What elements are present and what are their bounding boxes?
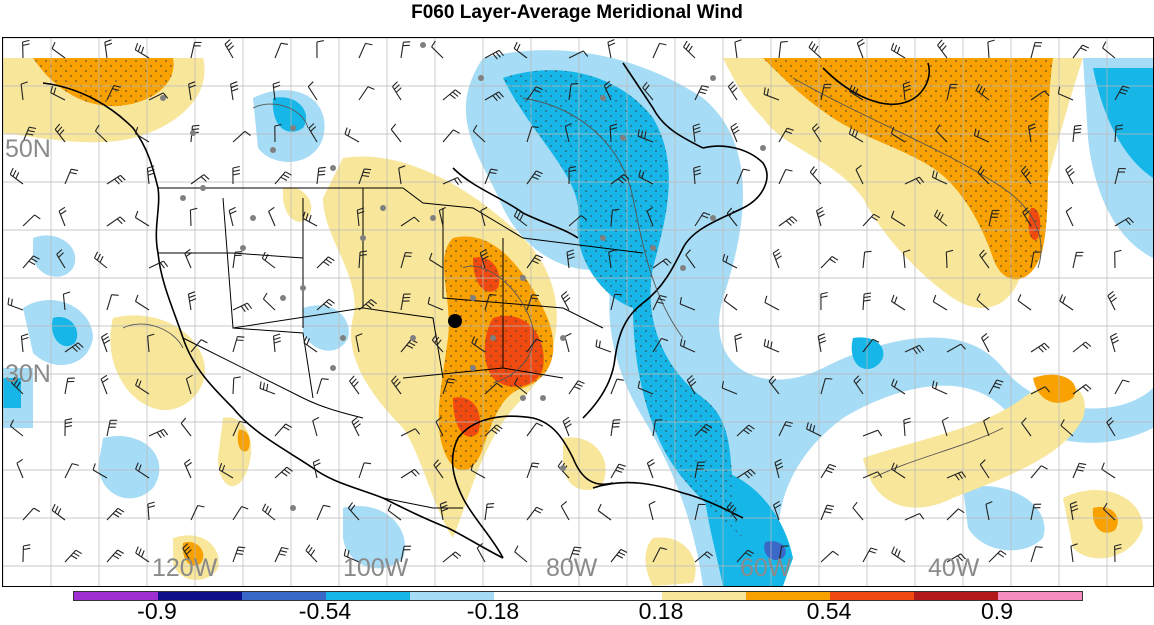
longitude-label-40w: 40W <box>928 554 979 583</box>
colorbar-label: 0.18 <box>639 598 684 625</box>
colorbar-label: 0.54 <box>807 598 852 625</box>
longitude-label-80w: 80W <box>546 554 597 583</box>
colorbar-label: 0.9 <box>981 598 1013 625</box>
colorbar-label: -0.54 <box>299 598 351 625</box>
latitude-label-50n: 50N <box>5 135 51 164</box>
colorbar-label: -0.9 <box>137 598 177 625</box>
map-title: F060 Layer-Average Meridional Wind <box>0 0 1154 30</box>
longitude-label-120w: 120W <box>152 554 217 583</box>
longitude-label-100w: 100W <box>343 554 408 583</box>
wind-map <box>2 37 1154 587</box>
latitude-label-30n: 30N <box>5 360 51 389</box>
colorbar-label: -0.18 <box>467 598 519 625</box>
longitude-label-60w: 60W <box>740 554 791 583</box>
colorbar <box>73 591 1083 601</box>
highlighted-station-marker <box>448 314 462 328</box>
